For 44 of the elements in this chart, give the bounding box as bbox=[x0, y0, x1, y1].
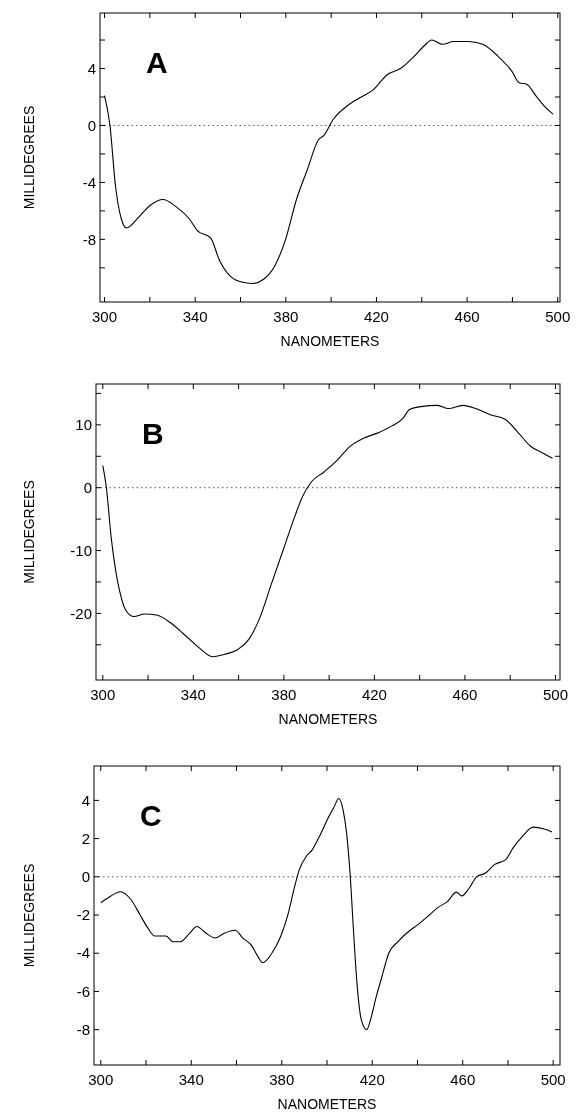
x-tick-label: 420 bbox=[361, 686, 387, 703]
x-tick-label: 340 bbox=[180, 686, 206, 703]
line-series bbox=[102, 404, 554, 658]
y-tick-label: 2 bbox=[81, 829, 90, 847]
x-tick-label: 380 bbox=[273, 308, 299, 325]
x-tick-label: 500 bbox=[545, 308, 571, 325]
y-tick-label: -4 bbox=[76, 944, 90, 962]
y-tick-label: -20 bbox=[70, 604, 92, 622]
text: C bbox=[140, 799, 162, 832]
x-tick-label: 300 bbox=[90, 686, 116, 703]
y-axis-title: MILLIDEGREES bbox=[21, 480, 37, 584]
x-axis-title: NANOMETERS bbox=[278, 711, 378, 727]
y-tick-label: 4 bbox=[81, 791, 90, 809]
x-tick-label: 460 bbox=[452, 686, 478, 703]
y-tick-label: -2 bbox=[76, 906, 90, 924]
y-tick-label: -4 bbox=[82, 173, 96, 191]
x-axis-title: NANOMETERS bbox=[277, 1096, 377, 1112]
x-axis-title: NANOMETERS bbox=[280, 333, 380, 349]
y-tick-label: -8 bbox=[76, 1020, 90, 1038]
x-tick-label: 420 bbox=[363, 308, 389, 325]
x-tick-label: 340 bbox=[182, 308, 208, 325]
y-tick-label: 4 bbox=[87, 59, 96, 77]
y-axis-title: MILLIDEGREES bbox=[21, 105, 37, 210]
x-tick-label: 340 bbox=[178, 1071, 204, 1088]
line-series bbox=[100, 797, 553, 1031]
y-tick-label: 0 bbox=[87, 116, 96, 134]
y-tick-label: -6 bbox=[76, 982, 90, 1000]
y-axis-title: MILLIDEGREES bbox=[21, 863, 37, 968]
x-tick-label: 460 bbox=[454, 308, 480, 325]
text: A bbox=[146, 46, 168, 79]
text: B bbox=[142, 417, 164, 450]
x-tick-label: 300 bbox=[88, 1071, 114, 1088]
x-tick-label: 500 bbox=[540, 1071, 566, 1088]
y-tick-label: -10 bbox=[70, 541, 92, 559]
y-tick-label: 0 bbox=[83, 478, 92, 496]
x-tick-label: 460 bbox=[450, 1071, 476, 1088]
x-tick-label: 300 bbox=[92, 308, 118, 325]
y-tick-label: -8 bbox=[82, 230, 96, 248]
x-tick-label: 380 bbox=[269, 1071, 295, 1088]
x-tick-label: 380 bbox=[271, 686, 297, 703]
y-tick-label: 10 bbox=[75, 416, 92, 434]
x-tick-label: 500 bbox=[542, 686, 568, 703]
y-tick-label: 0 bbox=[81, 868, 90, 886]
x-tick-label: 420 bbox=[359, 1071, 385, 1088]
